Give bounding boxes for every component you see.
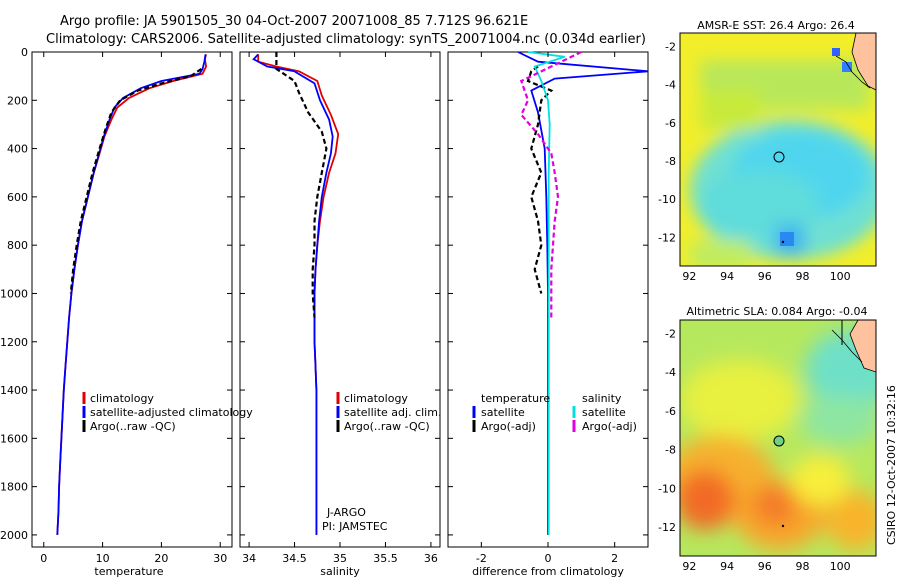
map-x-tick-label: 92: [682, 560, 696, 573]
sst-map-field: [680, 33, 876, 266]
legend-header-salinity: salinity: [582, 392, 622, 405]
x-tick-label: 0: [545, 552, 552, 565]
legend-header-temperature: temperature: [481, 392, 550, 405]
map-y-tick-label: -12: [658, 521, 676, 534]
legend-label-argo: Argo(..raw -QC): [344, 420, 430, 433]
series-line-satellite-adjusted-climatology: [56, 54, 207, 535]
series-line-argo-raw-qc-: [69, 67, 203, 294]
series-line-salinity-satellite: [527, 51, 565, 535]
series-line-climatology: [257, 54, 340, 535]
x-tick-label: 34.5: [282, 552, 307, 565]
x-tick-label: 34: [242, 552, 256, 565]
sla-map-frame: [679, 319, 877, 557]
x-tick-label: 35: [333, 552, 347, 565]
difference-legend: temperature salinity satellite Argo(-adj…: [472, 392, 637, 433]
map-y-tick-label: -4: [665, 366, 676, 379]
y-tick-label: 600: [7, 191, 28, 204]
legend-label-temp-argo: Argo(-adj): [481, 420, 536, 433]
salinity-axes: [239, 51, 441, 548]
legend-label-satellite-adjusted: satellite-adjusted climatology: [90, 406, 253, 419]
sst-map-frame: [679, 32, 877, 267]
sst-map-title: AMSR-E SST: 26.4 Argo: 26.4: [697, 19, 855, 32]
map-x-tick-label: 94: [720, 270, 734, 283]
x-tick-label: 30: [213, 552, 227, 565]
x-tick-label: 2: [611, 552, 618, 565]
map-y-tick-label: -2: [665, 328, 676, 341]
sla-land-sumatra: [849, 320, 876, 373]
map-x-tick-label: 96: [758, 560, 772, 573]
series-line-temperature-argo-adj-: [526, 65, 554, 294]
y-tick-label: 1400: [0, 384, 28, 397]
difference-xlabel: difference from climatology: [472, 565, 624, 578]
header-line-2: Climatology: CARS2006. Satellite-adjuste…: [46, 32, 646, 47]
map-x-tick-label: 98: [796, 560, 810, 573]
map-y-tick-label: -10: [658, 193, 676, 206]
sla-argo-marker: [773, 435, 785, 447]
temperature-axes: [31, 51, 233, 548]
x-tick-label: 0: [40, 552, 47, 565]
x-tick-label: -2: [476, 552, 487, 565]
map-y-tick-label: -8: [665, 444, 676, 457]
series-line-salinity-argo-adj-: [519, 51, 582, 318]
y-tick-label: 0: [21, 46, 28, 59]
x-tick-label: 36: [424, 552, 438, 565]
map-x-tick-label: 100: [830, 560, 851, 573]
map-y-tick-label: -6: [665, 405, 676, 418]
map-y-tick-label: -10: [658, 482, 676, 495]
map-x-tick-label: 98: [796, 270, 810, 283]
y-tick-label: 1000: [0, 287, 28, 300]
side-timestamp-label: CSIRO 12-Oct-2007 10:32:16: [885, 385, 898, 545]
map-x-tick-label: 92: [682, 270, 696, 283]
legend-label-climatology: climatology: [344, 392, 408, 405]
map-y-tick-label: -2: [665, 40, 676, 53]
legend-label-sal-satellite: satellite: [582, 406, 626, 419]
legend-label-satellite-adj: satellite adj. clim.: [344, 406, 441, 419]
map-x-tick-label: 94: [720, 560, 734, 573]
map-y-tick-label: -6: [665, 117, 676, 130]
header-line-1: Argo profile: JA 5901505_30 04-Oct-2007 …: [60, 14, 528, 29]
map-x-tick-label: 96: [758, 270, 772, 283]
map-x-tick-label: 100: [830, 270, 851, 283]
y-tick-label: 1200: [0, 336, 28, 349]
sst-land-sumatra: [851, 33, 876, 91]
sst-argo-marker: [773, 151, 785, 163]
salinity-legend: climatology satellite adj. clim. Argo(..…: [322, 392, 441, 533]
annotation-j-argo: J-ARGO: [326, 506, 366, 519]
legend-label-sal-argo: Argo(-adj): [582, 420, 637, 433]
temperature-xlabel: temperature: [94, 565, 163, 578]
sla-map-title: Altimetric SLA: 0.084 Argo: -0.04: [687, 305, 868, 318]
map-y-tick-label: -4: [665, 79, 676, 92]
map-y-tick-label: -12: [658, 231, 676, 244]
y-tick-label: 1800: [0, 481, 28, 494]
y-tick-label: 400: [7, 143, 28, 156]
y-tick-label: 1600: [0, 432, 28, 445]
series-line-satellite-adj-clim-: [252, 53, 334, 535]
y-tick-label: 2000: [0, 529, 28, 542]
annotation-pi-jamstec: PI: JAMSTEC: [322, 520, 388, 533]
legend-label-climatology: climatology: [90, 392, 154, 405]
sla-map-field: [680, 320, 876, 556]
temperature-legend: climatology satellite-adjusted climatolo…: [82, 392, 253, 433]
salinity-xlabel: salinity: [320, 565, 360, 578]
legend-label-temp-satellite: satellite: [481, 406, 525, 419]
series-line-climatology: [56, 54, 208, 535]
map-y-tick-label: -8: [665, 155, 676, 168]
series-line-argo-raw-qc-: [275, 52, 328, 318]
legend-label-argo: Argo(..raw -QC): [90, 420, 176, 433]
x-tick-label: 35.5: [373, 552, 398, 565]
x-tick-label: 10: [96, 552, 110, 565]
y-tick-label: 800: [7, 239, 28, 252]
y-tick-label: 200: [7, 94, 28, 107]
x-tick-label: 20: [154, 552, 168, 565]
